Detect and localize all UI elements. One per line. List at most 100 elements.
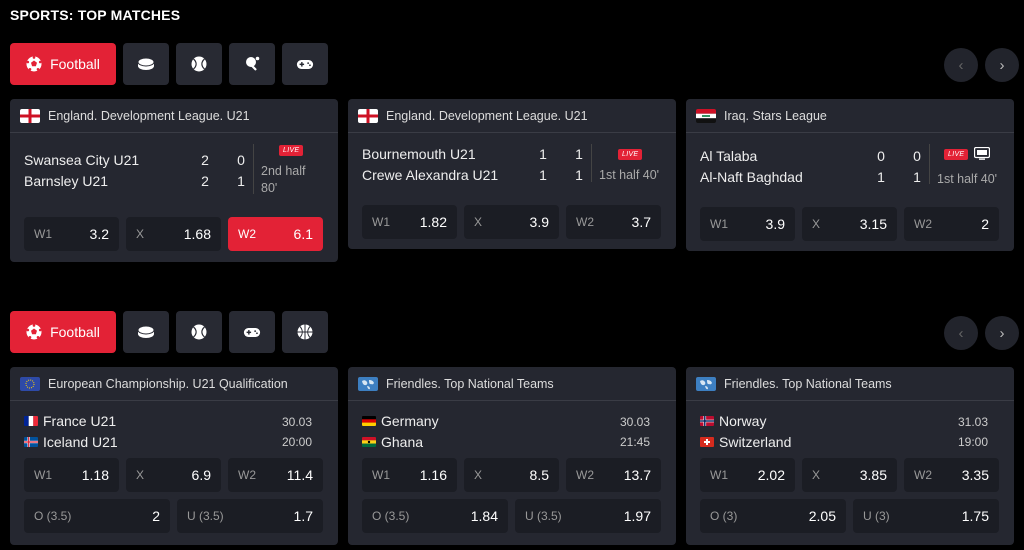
- gamepad-icon: [296, 59, 314, 70]
- totals-row: O (3.5) 1.84 U (3.5) 1.97: [362, 499, 661, 533]
- match-card[interactable]: Friendles. Top National Teams Germany Gh…: [348, 367, 676, 545]
- odd-w1-button[interactable]: W1 3.9: [700, 207, 795, 241]
- match-card[interactable]: England. Development League. U21 Swansea…: [10, 99, 338, 262]
- odd-label: W2: [238, 227, 256, 241]
- odd-label: X: [474, 215, 483, 229]
- odd-w1-button[interactable]: W1 2.02: [700, 458, 795, 492]
- tennis-ball-icon: [191, 324, 207, 340]
- tab-hockey[interactable]: [123, 43, 169, 85]
- team-home: Swansea City U21: [24, 152, 140, 168]
- odd-w1-button[interactable]: W1 1.18: [24, 458, 119, 492]
- page-title: SPORTS: TOP MATCHES: [10, 7, 181, 23]
- next-button[interactable]: ›: [985, 48, 1019, 82]
- odd-label: W2: [914, 217, 932, 231]
- match-time: 20:00: [281, 435, 312, 449]
- tv-icon[interactable]: [974, 147, 990, 160]
- odd-w2-button[interactable]: W2 13.7: [566, 458, 661, 492]
- tab-esports[interactable]: [282, 43, 328, 85]
- odd-label: U (3.5): [187, 509, 224, 523]
- odd-x-button[interactable]: X 1.68: [126, 217, 221, 251]
- odd-value: 1.75: [961, 508, 989, 524]
- odd-x-button[interactable]: X 8.5: [464, 458, 559, 492]
- match-period: 1st half 40': [937, 172, 998, 186]
- tab-football[interactable]: Football: [10, 43, 116, 85]
- eu-flag-icon: [20, 376, 40, 391]
- score: 1: [575, 146, 583, 162]
- odd-under-button[interactable]: U (3) 1.75: [853, 499, 999, 533]
- prev-button[interactable]: ‹: [944, 48, 978, 82]
- score: 1: [877, 169, 885, 185]
- match-card[interactable]: European Championship. U21 Qualification…: [10, 367, 338, 545]
- odd-label: X: [136, 227, 145, 241]
- match-card[interactable]: England. Development League. U21 Bournem…: [348, 99, 676, 249]
- score: 2: [201, 152, 209, 168]
- odd-w2-button[interactable]: W2 6.1: [228, 217, 323, 251]
- odd-w1-button[interactable]: W1 3.2: [24, 217, 119, 251]
- odd-w2-button[interactable]: W2 3.7: [566, 205, 661, 239]
- next-button[interactable]: ›: [985, 316, 1019, 350]
- odd-x-button[interactable]: X 3.9: [464, 205, 559, 239]
- odd-value: 3.85: [859, 467, 887, 483]
- odd-label: O (3.5): [372, 509, 410, 523]
- league-name: Iraq. Stars League: [724, 108, 827, 123]
- odds-row: W1 1.18 X 6.9 W2 11.4: [24, 458, 323, 492]
- odd-x-button[interactable]: X 3.85: [802, 458, 897, 492]
- match-card[interactable]: Iraq. Stars League Al Talaba Al-Naft Bag…: [686, 99, 1014, 251]
- odd-label: U (3): [863, 509, 890, 523]
- score: 2: [201, 173, 209, 189]
- odd-label: W1: [372, 215, 390, 229]
- germany-flag-icon: [362, 416, 376, 426]
- sport-tabs-bottom: Football: [10, 311, 328, 353]
- odd-label: W1: [34, 227, 52, 241]
- tab-basketball[interactable]: [282, 311, 328, 353]
- team-home: France U21: [24, 413, 116, 429]
- tab-hockey[interactable]: [123, 311, 169, 353]
- live-badge: LIVE: [279, 145, 304, 156]
- odd-x-button[interactable]: X 6.9: [126, 458, 221, 492]
- ghana-flag-icon: [362, 437, 376, 447]
- odd-label: W1: [34, 468, 52, 482]
- odd-w1-button[interactable]: W1 1.16: [362, 458, 457, 492]
- odd-value: 8.5: [529, 467, 549, 483]
- score: 0: [913, 148, 921, 164]
- tab-football[interactable]: Football: [10, 311, 116, 353]
- odd-value: 3.35: [961, 467, 989, 483]
- tab-tennis[interactable]: [176, 43, 222, 85]
- odds-row: W1 1.16 X 8.5 W2 13.7: [362, 458, 661, 492]
- tab-football-label: Football: [50, 324, 100, 340]
- odds-row: W1 1.82 X 3.9 W2 3.7: [362, 205, 661, 239]
- football-icon: [26, 324, 42, 340]
- odd-w1-button[interactable]: W1 1.82: [362, 205, 457, 239]
- team-name: Ghana: [381, 434, 424, 450]
- carousel-nav-top: ‹ ›: [944, 48, 1019, 82]
- card-header: England. Development League. U21: [10, 99, 338, 133]
- card-header: England. Development League. U21: [348, 99, 676, 133]
- odd-w2-button[interactable]: W2 11.4: [228, 458, 323, 492]
- card-header: European Championship. U21 Qualification: [10, 367, 338, 401]
- match-card[interactable]: Friendles. Top National Teams Norway Swi…: [686, 367, 1014, 545]
- tab-esports[interactable]: [229, 311, 275, 353]
- tab-table-tennis[interactable]: [229, 43, 275, 85]
- odd-over-button[interactable]: O (3.5) 1.84: [362, 499, 508, 533]
- england-flag-icon: [20, 108, 40, 123]
- score: 0: [237, 152, 245, 168]
- odd-x-button[interactable]: X 3.15: [802, 207, 897, 241]
- tab-tennis[interactable]: [176, 311, 222, 353]
- odd-over-button[interactable]: O (3.5) 2: [24, 499, 170, 533]
- odds-row: W1 2.02 X 3.85 W2 3.35: [700, 458, 999, 492]
- tennis-ball-icon: [191, 56, 207, 72]
- odd-under-button[interactable]: U (3.5) 1.97: [515, 499, 661, 533]
- live-badge: LIVE: [618, 149, 643, 160]
- odd-value: 1.16: [419, 467, 447, 483]
- league-name: England. Development League. U21: [386, 108, 588, 123]
- football-icon: [26, 56, 42, 72]
- hockey-puck-icon: [136, 56, 156, 72]
- odd-w2-button[interactable]: W2 3.35: [904, 458, 999, 492]
- odd-value: 2: [152, 508, 160, 524]
- team-name: Norway: [719, 413, 767, 429]
- odd-w2-button[interactable]: W2 2: [904, 207, 999, 241]
- team-away: Crewe Alexandra U21: [362, 167, 499, 183]
- odd-over-button[interactable]: O (3) 2.05: [700, 499, 846, 533]
- prev-button[interactable]: ‹: [944, 316, 978, 350]
- odd-under-button[interactable]: U (3.5) 1.7: [177, 499, 323, 533]
